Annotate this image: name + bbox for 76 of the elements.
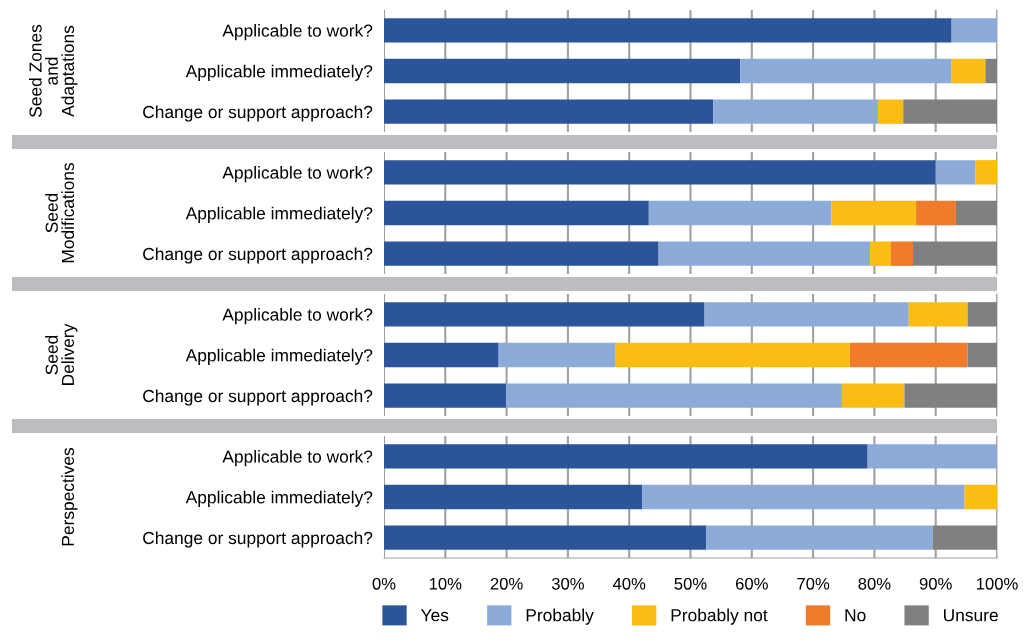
bar (890, 241, 914, 266)
bar (384, 99, 714, 124)
x-tick-label: 10% (429, 577, 462, 590)
bar (935, 160, 976, 185)
bar (615, 342, 850, 368)
x-tick-label: 70% (797, 577, 830, 590)
bar (658, 241, 871, 266)
x-tick-label: 90% (919, 577, 952, 590)
bar (642, 484, 965, 510)
y-tick-label: Change or support approach? (143, 389, 373, 406)
bar (384, 18, 952, 43)
bar (841, 383, 905, 408)
bar (706, 525, 933, 550)
bar (878, 99, 904, 124)
bar (870, 241, 891, 266)
y-tick-label: Change or support approach? (143, 531, 373, 548)
bar (985, 58, 997, 84)
x-tick-label: 80% (858, 577, 891, 590)
bar (932, 525, 997, 550)
y-axis-title: Seed Zones and Adaptations (28, 24, 78, 118)
y-tick-label: Applicable to work? (222, 308, 373, 325)
y-axis-title: Seed Delivery (45, 323, 78, 385)
bar (384, 160, 936, 185)
bar (967, 342, 997, 368)
bar (498, 342, 616, 368)
bar (904, 383, 997, 408)
legend-label: Probably not (671, 608, 768, 625)
bar (951, 18, 997, 43)
bar (740, 58, 952, 84)
bar (384, 383, 506, 408)
bar (964, 484, 997, 510)
bar (384, 342, 499, 368)
bar (505, 383, 842, 408)
bar (967, 302, 997, 327)
x-tick-label: 20% (490, 577, 523, 590)
bar (384, 58, 741, 84)
legend-label: Yes (420, 609, 449, 622)
x-tick-label: 0% (372, 577, 396, 590)
y-axis-title: Seed Modifications (45, 162, 75, 263)
bar (384, 241, 659, 266)
y-tick-label: Change or support approach? (143, 247, 373, 264)
legend-label: Unsure (943, 609, 998, 622)
x-tick-label: 30% (551, 577, 584, 590)
bar (867, 444, 997, 469)
bar (955, 200, 997, 226)
y-tick-label: Applicable immediately? (185, 206, 373, 223)
bar (916, 200, 956, 226)
bar (704, 302, 909, 327)
y-tick-label: Applicable immediately? (185, 348, 373, 365)
y-tick-label: Applicable to work? (222, 24, 373, 41)
bar (384, 525, 707, 550)
y-tick-label: Change or support approach? (143, 105, 373, 122)
bar (831, 200, 917, 226)
bar (975, 160, 997, 185)
x-tick-label: 60% (735, 577, 768, 590)
y-tick-label: Applicable immediately? (185, 64, 373, 81)
bar (908, 302, 968, 327)
bar (648, 200, 832, 226)
bar (713, 99, 879, 124)
y-tick-label: Applicable immediately? (185, 490, 373, 507)
bar (384, 444, 868, 469)
x-tick-label: 50% (674, 577, 707, 590)
bar (384, 484, 643, 510)
y-tick-label: Applicable to work? (222, 450, 373, 467)
bar (903, 99, 997, 124)
legend-label: Probably (526, 608, 594, 625)
legend-label: No (845, 609, 866, 622)
y-axis-title: Perspectives (61, 447, 78, 546)
y-tick-label: Applicable to work? (222, 166, 373, 183)
bar (951, 58, 986, 84)
x-tick-label: 40% (612, 577, 646, 590)
bar (913, 241, 997, 266)
bar (849, 342, 968, 368)
bar (384, 302, 705, 327)
x-tick-label: 100% (976, 577, 1018, 590)
bar (384, 200, 649, 226)
